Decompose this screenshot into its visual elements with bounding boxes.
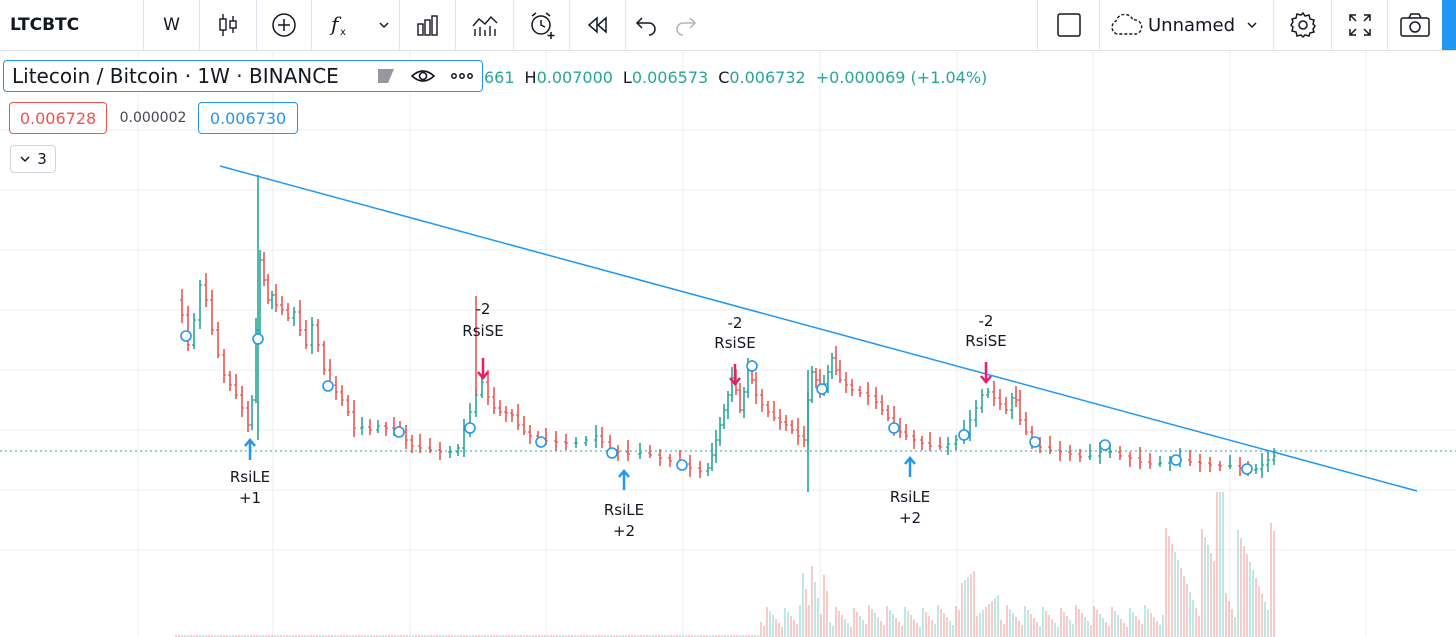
high-label: H (524, 68, 537, 87)
signal-qty: +1 (239, 489, 261, 507)
alert-button[interactable] (514, 0, 570, 50)
signal-qty: RsiSE (965, 332, 1006, 350)
change-value: +0.000069 (+1.04%) (815, 68, 988, 87)
signal-arrow-head (904, 456, 916, 465)
close-value: 0.006732 (729, 68, 806, 87)
fullscreen-icon (1348, 14, 1371, 36)
gear-icon (1289, 11, 1316, 39)
series-title: Litecoin / Bitcoin · 1W · BINANCE (12, 64, 339, 88)
buy-button[interactable]: 0.006730 (198, 102, 298, 134)
plus-circle-icon (272, 13, 296, 37)
layout-name-button[interactable]: Unnamed (1100, 0, 1274, 50)
series-legend[interactable]: Litecoin / Bitcoin · 1W · BINANCE (3, 60, 483, 92)
rsi-marker (393, 426, 405, 438)
rewind-icon (587, 16, 607, 34)
rsi-marker (1241, 463, 1253, 475)
select-layout-button[interactable] (1038, 0, 1100, 50)
bar-chart-icon (416, 15, 438, 36)
camera-icon (1400, 13, 1430, 37)
rsi-marker (676, 459, 688, 471)
rsi-marker (888, 422, 900, 434)
square-flag-icon[interactable] (376, 66, 396, 86)
signal-label: -2 (979, 312, 994, 330)
alarm-clock-icon (530, 12, 554, 39)
rsi-marker (816, 383, 828, 395)
rsi-marker (464, 422, 476, 434)
signal-label: RsiLE (890, 488, 930, 506)
spread-value: 0.000002 (119, 110, 187, 126)
trendline (219, 165, 1418, 492)
rsi-marker (1099, 439, 1111, 451)
eye-icon[interactable] (410, 66, 436, 86)
snapshot-button[interactable] (1388, 0, 1442, 50)
templates-button[interactable] (456, 0, 514, 50)
open-value: 661 (484, 68, 515, 87)
signal-label: RsiLE (230, 468, 270, 486)
chevron-down-icon (1247, 22, 1257, 29)
cloud-icon (1111, 13, 1143, 35)
signal-arrow-head (618, 469, 630, 478)
undo-button[interactable] (626, 0, 666, 50)
signal-label: RsiLE (604, 501, 644, 519)
settings-button[interactable] (1274, 0, 1332, 50)
rsi-marker (252, 333, 264, 345)
signal-label: -2 (728, 314, 743, 332)
compare-button[interactable] (256, 0, 312, 50)
layout-name: Unnamed (1148, 14, 1236, 36)
chevron-down-icon (378, 22, 389, 29)
signal-arrow-head (477, 371, 489, 380)
rsi-marker (180, 330, 192, 342)
chart-type-button[interactable] (200, 0, 256, 50)
high-value: 0.007000 (536, 68, 613, 87)
signal-arrow-head (244, 438, 256, 447)
signal-qty: RsiSE (714, 334, 755, 352)
low-label: L (622, 68, 632, 87)
indicators-toggle[interactable]: 3 (10, 145, 56, 173)
rsi-marker (958, 429, 970, 441)
line-chart-icon (471, 15, 497, 36)
signal-arrow-head (729, 377, 741, 386)
rsi-marker (322, 380, 334, 392)
symbol-search-button[interactable]: LTCBTC (0, 0, 144, 50)
financials-button[interactable] (400, 0, 456, 50)
chevron-down-icon (20, 156, 30, 163)
indicators-dropdown[interactable] (368, 0, 400, 50)
toolbar-divider (1037, 0, 1038, 50)
signal-arrow-head (980, 375, 992, 384)
candles-icon (219, 14, 237, 36)
rsi-marker (746, 360, 758, 372)
signal-qty: RsiSE (462, 322, 503, 340)
rsi-marker (1029, 436, 1041, 448)
signal-label: -2 (476, 300, 491, 318)
low-value: 0.006573 (631, 68, 709, 87)
more-icon[interactable] (450, 72, 474, 80)
price-chart[interactable]: RsiLE +1 -2 RsiSE RsiLE +2 -2 RsiSE RsiLE +2 -2 Rsi… (0, 51, 1456, 637)
replay-button[interactable] (570, 0, 626, 50)
signal-qty: +2 (613, 522, 635, 540)
rsi-marker (606, 447, 618, 459)
redo-icon (676, 17, 697, 36)
indicators-count: 3 (37, 150, 47, 168)
fullscreen-button[interactable] (1332, 0, 1388, 50)
close-label: C (718, 68, 730, 87)
side-panel-edge (1442, 0, 1456, 50)
signal-qty: +2 (899, 509, 921, 527)
rsi-marker (1170, 454, 1182, 466)
redo-button[interactable] (666, 0, 706, 50)
interval-button[interactable]: W (144, 0, 200, 50)
square-icon (1056, 13, 1081, 37)
rsi-marker (535, 436, 547, 448)
sell-button[interactable]: 0.006728 (9, 102, 107, 134)
svg-text:x: x (340, 27, 346, 38)
ohlc-values: 661 H 0.007000 L 0.006573 C 0.006732 +0.… (484, 68, 987, 87)
undo-icon (635, 17, 656, 36)
